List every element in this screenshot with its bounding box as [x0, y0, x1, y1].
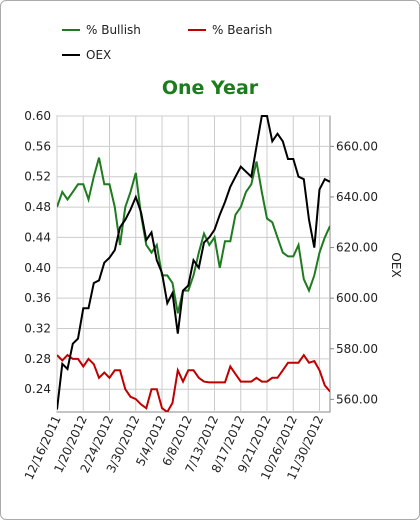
- y-tick-label: 0.28: [24, 352, 51, 366]
- y2-tick-label: 560.00: [336, 392, 378, 406]
- line-series: [57, 353, 330, 412]
- y-tick-label: 0.60: [24, 109, 51, 123]
- chart-title: One Year: [162, 77, 259, 99]
- y2-axis-label: OEX: [389, 252, 403, 277]
- y-tick-label: 0.32: [24, 322, 51, 336]
- legend-label: OEX: [86, 48, 111, 62]
- y2-tick-label: 580.00: [336, 342, 378, 356]
- line-series: [57, 157, 330, 314]
- y-tick-label: 0.56: [24, 139, 51, 153]
- y-tick-label: 0.36: [24, 291, 51, 305]
- y2-tick-label: 640.00: [336, 190, 378, 204]
- y-tick-label: 0.48: [24, 200, 51, 214]
- y-tick-label: 0.44: [24, 230, 51, 244]
- series-group: [57, 115, 330, 412]
- y-tick-label: 0.40: [24, 261, 51, 275]
- y2-tick-label: 620.00: [336, 241, 378, 255]
- y2-tick-label: 660.00: [336, 139, 378, 153]
- legend-label: % Bullish: [86, 23, 141, 37]
- y-tick-label: 0.24: [24, 382, 51, 396]
- legend-label: % Bearish: [212, 23, 272, 37]
- y2-tick-label: 600.00: [336, 291, 378, 305]
- y-tick-label: 0.52: [24, 170, 51, 184]
- line-series: [57, 115, 330, 410]
